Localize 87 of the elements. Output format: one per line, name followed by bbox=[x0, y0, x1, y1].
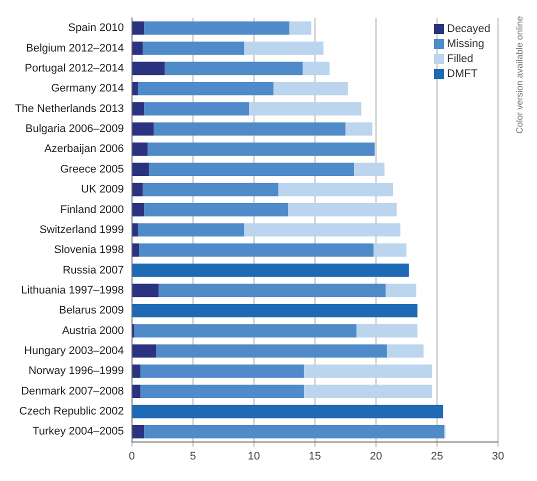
legend-label: DMFT bbox=[447, 68, 478, 80]
bar bbox=[132, 304, 418, 318]
y-tick-label: Belarus 2009 bbox=[59, 304, 124, 317]
bar bbox=[139, 243, 374, 257]
bar bbox=[132, 21, 144, 35]
y-tick-label: Austria 2000 bbox=[62, 324, 124, 337]
bar bbox=[356, 324, 418, 338]
x-tick-label: 15 bbox=[308, 450, 322, 462]
bar bbox=[289, 21, 312, 35]
y-tick-label: Finland 2000 bbox=[60, 204, 124, 216]
bar bbox=[140, 384, 304, 398]
bar bbox=[132, 425, 144, 438]
bar bbox=[132, 203, 144, 216]
bar bbox=[138, 223, 244, 237]
bar bbox=[140, 364, 304, 378]
y-tick-label: Lithuania 1997–1998 bbox=[21, 284, 124, 296]
y-tick-label: Belgium 2012–2014 bbox=[26, 42, 124, 54]
bar bbox=[134, 324, 356, 338]
bar bbox=[249, 102, 362, 116]
bar bbox=[132, 162, 149, 176]
y-tick-label: Czech Republic 2002 bbox=[19, 406, 124, 418]
y-tick-label: Turkey 2004–2005 bbox=[32, 426, 124, 438]
x-tick-label: 30 bbox=[492, 450, 504, 462]
bar bbox=[144, 21, 290, 35]
bar bbox=[288, 203, 397, 216]
bar bbox=[144, 203, 288, 216]
bar bbox=[278, 182, 394, 196]
text: Color version available online bbox=[514, 16, 524, 134]
bar bbox=[132, 404, 444, 418]
bar bbox=[148, 142, 375, 156]
bar bbox=[304, 384, 432, 398]
bar bbox=[132, 364, 140, 378]
bar bbox=[132, 82, 138, 96]
bar bbox=[156, 344, 387, 358]
bar bbox=[132, 344, 156, 358]
bar bbox=[142, 182, 278, 196]
y-tick-label: Denmark 2007–2008 bbox=[21, 385, 124, 398]
x-tick-label: 10 bbox=[248, 450, 260, 462]
x-tick-label: 25 bbox=[430, 450, 444, 462]
bar bbox=[304, 364, 432, 378]
y-tick-label: Bulgaria 2006–2009 bbox=[25, 123, 124, 136]
bar bbox=[132, 243, 140, 257]
bar bbox=[345, 122, 372, 136]
y-tick-label: Spain 2010 bbox=[68, 22, 124, 34]
y-tick-label: Portugal 2012–2014 bbox=[24, 62, 124, 74]
bar bbox=[132, 142, 148, 156]
bar bbox=[164, 62, 303, 76]
y-tick-label: Russia 2007 bbox=[62, 264, 124, 276]
y-tick-label: Germany 2014 bbox=[51, 82, 124, 95]
y-tick-label: Slovenia 1998 bbox=[54, 244, 124, 256]
bar bbox=[132, 62, 165, 76]
bar bbox=[132, 264, 409, 277]
bar bbox=[148, 162, 354, 176]
bar bbox=[374, 243, 406, 257]
bar bbox=[132, 223, 138, 237]
y-tick-label: Azerbaijan 2006 bbox=[44, 143, 124, 156]
bar bbox=[132, 42, 143, 55]
bar bbox=[132, 102, 144, 116]
bar bbox=[154, 122, 346, 136]
y-tick-label: The Netherlands 2013 bbox=[14, 102, 124, 115]
y-tick-label: Switzerland 1999 bbox=[39, 224, 124, 236]
bar bbox=[144, 102, 250, 116]
bar bbox=[386, 344, 424, 358]
bar bbox=[244, 223, 400, 237]
bar bbox=[142, 42, 244, 55]
legend-label: Decayed bbox=[447, 23, 490, 36]
bar bbox=[273, 82, 348, 96]
legend-label: Filled bbox=[447, 53, 474, 66]
bar bbox=[158, 284, 386, 298]
x-tick-label: 0 bbox=[128, 450, 135, 462]
bar bbox=[386, 284, 416, 298]
bar bbox=[132, 122, 154, 136]
bar bbox=[144, 425, 444, 438]
y-tick-label: Norway 1996–1999 bbox=[28, 365, 124, 378]
x-tick-label: 20 bbox=[370, 450, 382, 462]
x-tick-label: 5 bbox=[190, 450, 196, 462]
bar bbox=[138, 82, 274, 96]
bar bbox=[354, 162, 384, 176]
y-tick-label: Hungary 2003–2004 bbox=[24, 345, 124, 358]
y-tick-label: Greece 2005 bbox=[60, 163, 124, 176]
legend-label: Missing bbox=[447, 38, 484, 50]
bar bbox=[132, 284, 159, 298]
bar bbox=[244, 42, 324, 55]
bar bbox=[132, 182, 143, 196]
bar bbox=[132, 384, 140, 398]
bar bbox=[302, 62, 330, 76]
y-tick-label: UK 2009 bbox=[81, 184, 124, 196]
